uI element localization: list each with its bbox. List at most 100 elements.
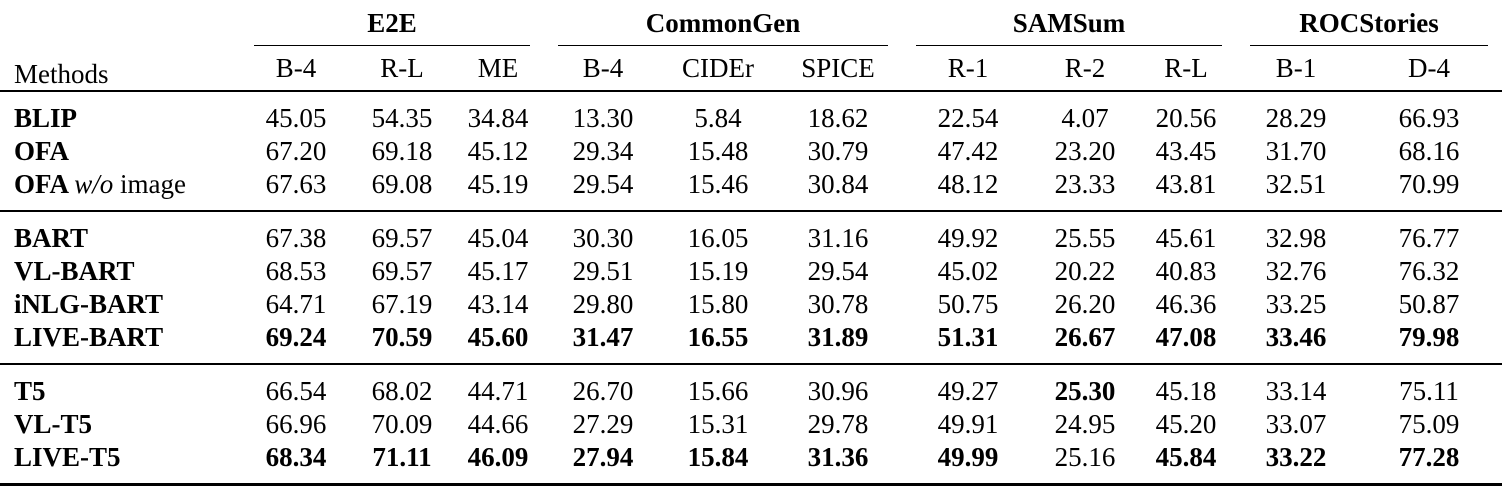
group-label: ROCStories (1299, 8, 1439, 38)
column-header-e2e-b4: B-4 (240, 46, 352, 92)
column-header-rocstories-d4: D-4 (1356, 46, 1502, 92)
metric-value: 33.25 (1265, 289, 1327, 319)
metric-value: 67.19 (371, 289, 433, 319)
metric-value: 44.66 (467, 409, 529, 439)
metric-value: 24.95 (1054, 409, 1116, 439)
metric-value: 50.87 (1398, 289, 1460, 319)
metric-value: 50.75 (937, 289, 999, 319)
metric-value: 43.81 (1155, 169, 1217, 199)
metric-value: 45.20 (1155, 409, 1217, 439)
metric-value: 67.20 (265, 136, 327, 166)
metric-value: 28.29 (1265, 103, 1327, 133)
method-name-part: image (113, 169, 186, 199)
group-header-commongen: CommonGen (544, 0, 902, 46)
metric-value: 69.24 (265, 322, 327, 352)
metric-value: 76.32 (1398, 256, 1460, 286)
table-row: OFA w/o image 67.63 69.08 45.19 29.54 15.46 30… (0, 168, 1502, 211)
metric-value: 34.84 (467, 103, 529, 133)
table-row: T5 66.54 68.02 44.71 26.70 15.66 30.96 49.27 25.… (0, 363, 1502, 408)
group-label: CommonGen (645, 8, 801, 38)
method-name: OFA w/o image (0, 168, 240, 211)
metric-value: 30.96 (774, 363, 903, 408)
metric-value: 43.14 (467, 289, 529, 319)
method-name-part: VL-BART (14, 256, 135, 286)
method-name: VL-BART (0, 255, 240, 288)
metric-value: 15.80 (687, 289, 749, 319)
metric-value: 20.56 (1155, 103, 1217, 133)
metric-value: 29.34 (572, 136, 634, 166)
metric-value: 67.63 (265, 169, 327, 199)
metric-value: 15.84 (687, 442, 749, 472)
metric-value: 31.70 (1265, 136, 1327, 166)
metric-value: 22.54 (937, 103, 999, 133)
metric-value: 69.18 (371, 136, 433, 166)
metric-value: 26.20 (1054, 289, 1116, 319)
method-name-part: LIVE-BART (14, 322, 164, 352)
metric-value: 26.67 (1054, 322, 1116, 352)
metric-value: 45.17 (467, 256, 529, 286)
metric-value: 66.93 (1398, 103, 1460, 133)
method-name-part: w/o (74, 169, 114, 199)
metric-value: 46.36 (1155, 289, 1217, 319)
metric-value: 45.84 (1155, 442, 1217, 472)
metric-value: 49.99 (937, 442, 999, 472)
column-header-e2e-me: ME (452, 46, 544, 92)
method-name-part: BLIP (14, 103, 78, 133)
table-row: VL-T5 66.96 70.09 44.66 27.29 15.31 29.78 49.91… (0, 408, 1502, 441)
metric-value: 48.12 (937, 169, 999, 199)
metric-value: 44.71 (452, 363, 544, 408)
metric-value: 25.30 (1034, 363, 1137, 408)
metric-value: 27.29 (572, 409, 634, 439)
metric-value: 69.57 (352, 210, 452, 255)
metric-value: 45.60 (467, 322, 529, 352)
table-row: iNLG-BART 64.71 67.19 43.14 29.80 15.80 30.78 5… (0, 288, 1502, 321)
metric-value: 68.02 (352, 363, 452, 408)
metric-value: 70.59 (371, 322, 433, 352)
metric-value: 68.53 (265, 256, 327, 286)
group-label: SAMSum (1012, 8, 1126, 38)
metric-value: 29.78 (807, 409, 869, 439)
metric-value: 33.14 (1236, 363, 1357, 408)
metric-value: 15.48 (687, 136, 749, 166)
metric-value: 31.36 (807, 442, 869, 472)
column-header-samsum-rl: R-L (1136, 46, 1237, 92)
table-row: LIVE-BART 69.24 70.59 45.60 31.47 16.55 31.89 5… (0, 321, 1502, 364)
method-name: T5 (0, 363, 240, 408)
metric-value: 68.16 (1398, 136, 1460, 166)
table-row: BART 67.38 69.57 45.04 30.30 16.05 31.16 49.92 2… (0, 210, 1502, 255)
column-header-rocstories-b1: B-1 (1236, 46, 1357, 92)
metric-value: 30.78 (807, 289, 869, 319)
metric-value: 40.83 (1155, 256, 1217, 286)
metric-value: 23.20 (1054, 136, 1116, 166)
column-header-commongen-spice: SPICE (774, 46, 903, 92)
metric-value: 30.79 (807, 136, 869, 166)
column-header-e2e-rl: R-L (352, 46, 452, 92)
table-row: BLIP 45.05 54.35 34.84 13.30 5.84 18.62 22.54 4.… (0, 91, 1502, 135)
group-label: E2E (367, 8, 417, 38)
metric-value: 43.45 (1155, 136, 1217, 166)
metric-value: 70.99 (1398, 169, 1460, 199)
metric-value: 46.09 (467, 442, 529, 472)
group-rule-samsum: SAMSum (916, 8, 1223, 46)
metric-value: 25.16 (1054, 442, 1116, 472)
group-header-samsum: SAMSum (902, 0, 1236, 46)
metric-value: 49.92 (902, 210, 1035, 255)
metric-value: 29.51 (572, 256, 634, 286)
metric-value: 31.47 (572, 322, 634, 352)
metric-value: 54.35 (371, 103, 433, 133)
metric-value: 45.19 (467, 169, 529, 199)
methods-column-header: Methods (0, 0, 240, 92)
method-name-part: BART (14, 223, 89, 253)
results-table: Methods E2E CommonGen SAMSum (0, 0, 1502, 486)
metric-value: 67.38 (240, 210, 352, 255)
metric-value: 32.76 (1265, 256, 1327, 286)
metric-value: 45.12 (467, 136, 529, 166)
header-group-row: Methods E2E CommonGen SAMSum (0, 0, 1502, 92)
method-name: iNLG-BART (0, 288, 240, 321)
group-rule-rocstories: ROCStories (1250, 8, 1489, 46)
metric-value: 20.22 (1054, 256, 1116, 286)
method-name-part: LIVE-T5 (14, 442, 121, 472)
metric-value: 69.08 (371, 169, 433, 199)
method-name: LIVE-T5 (0, 441, 240, 485)
